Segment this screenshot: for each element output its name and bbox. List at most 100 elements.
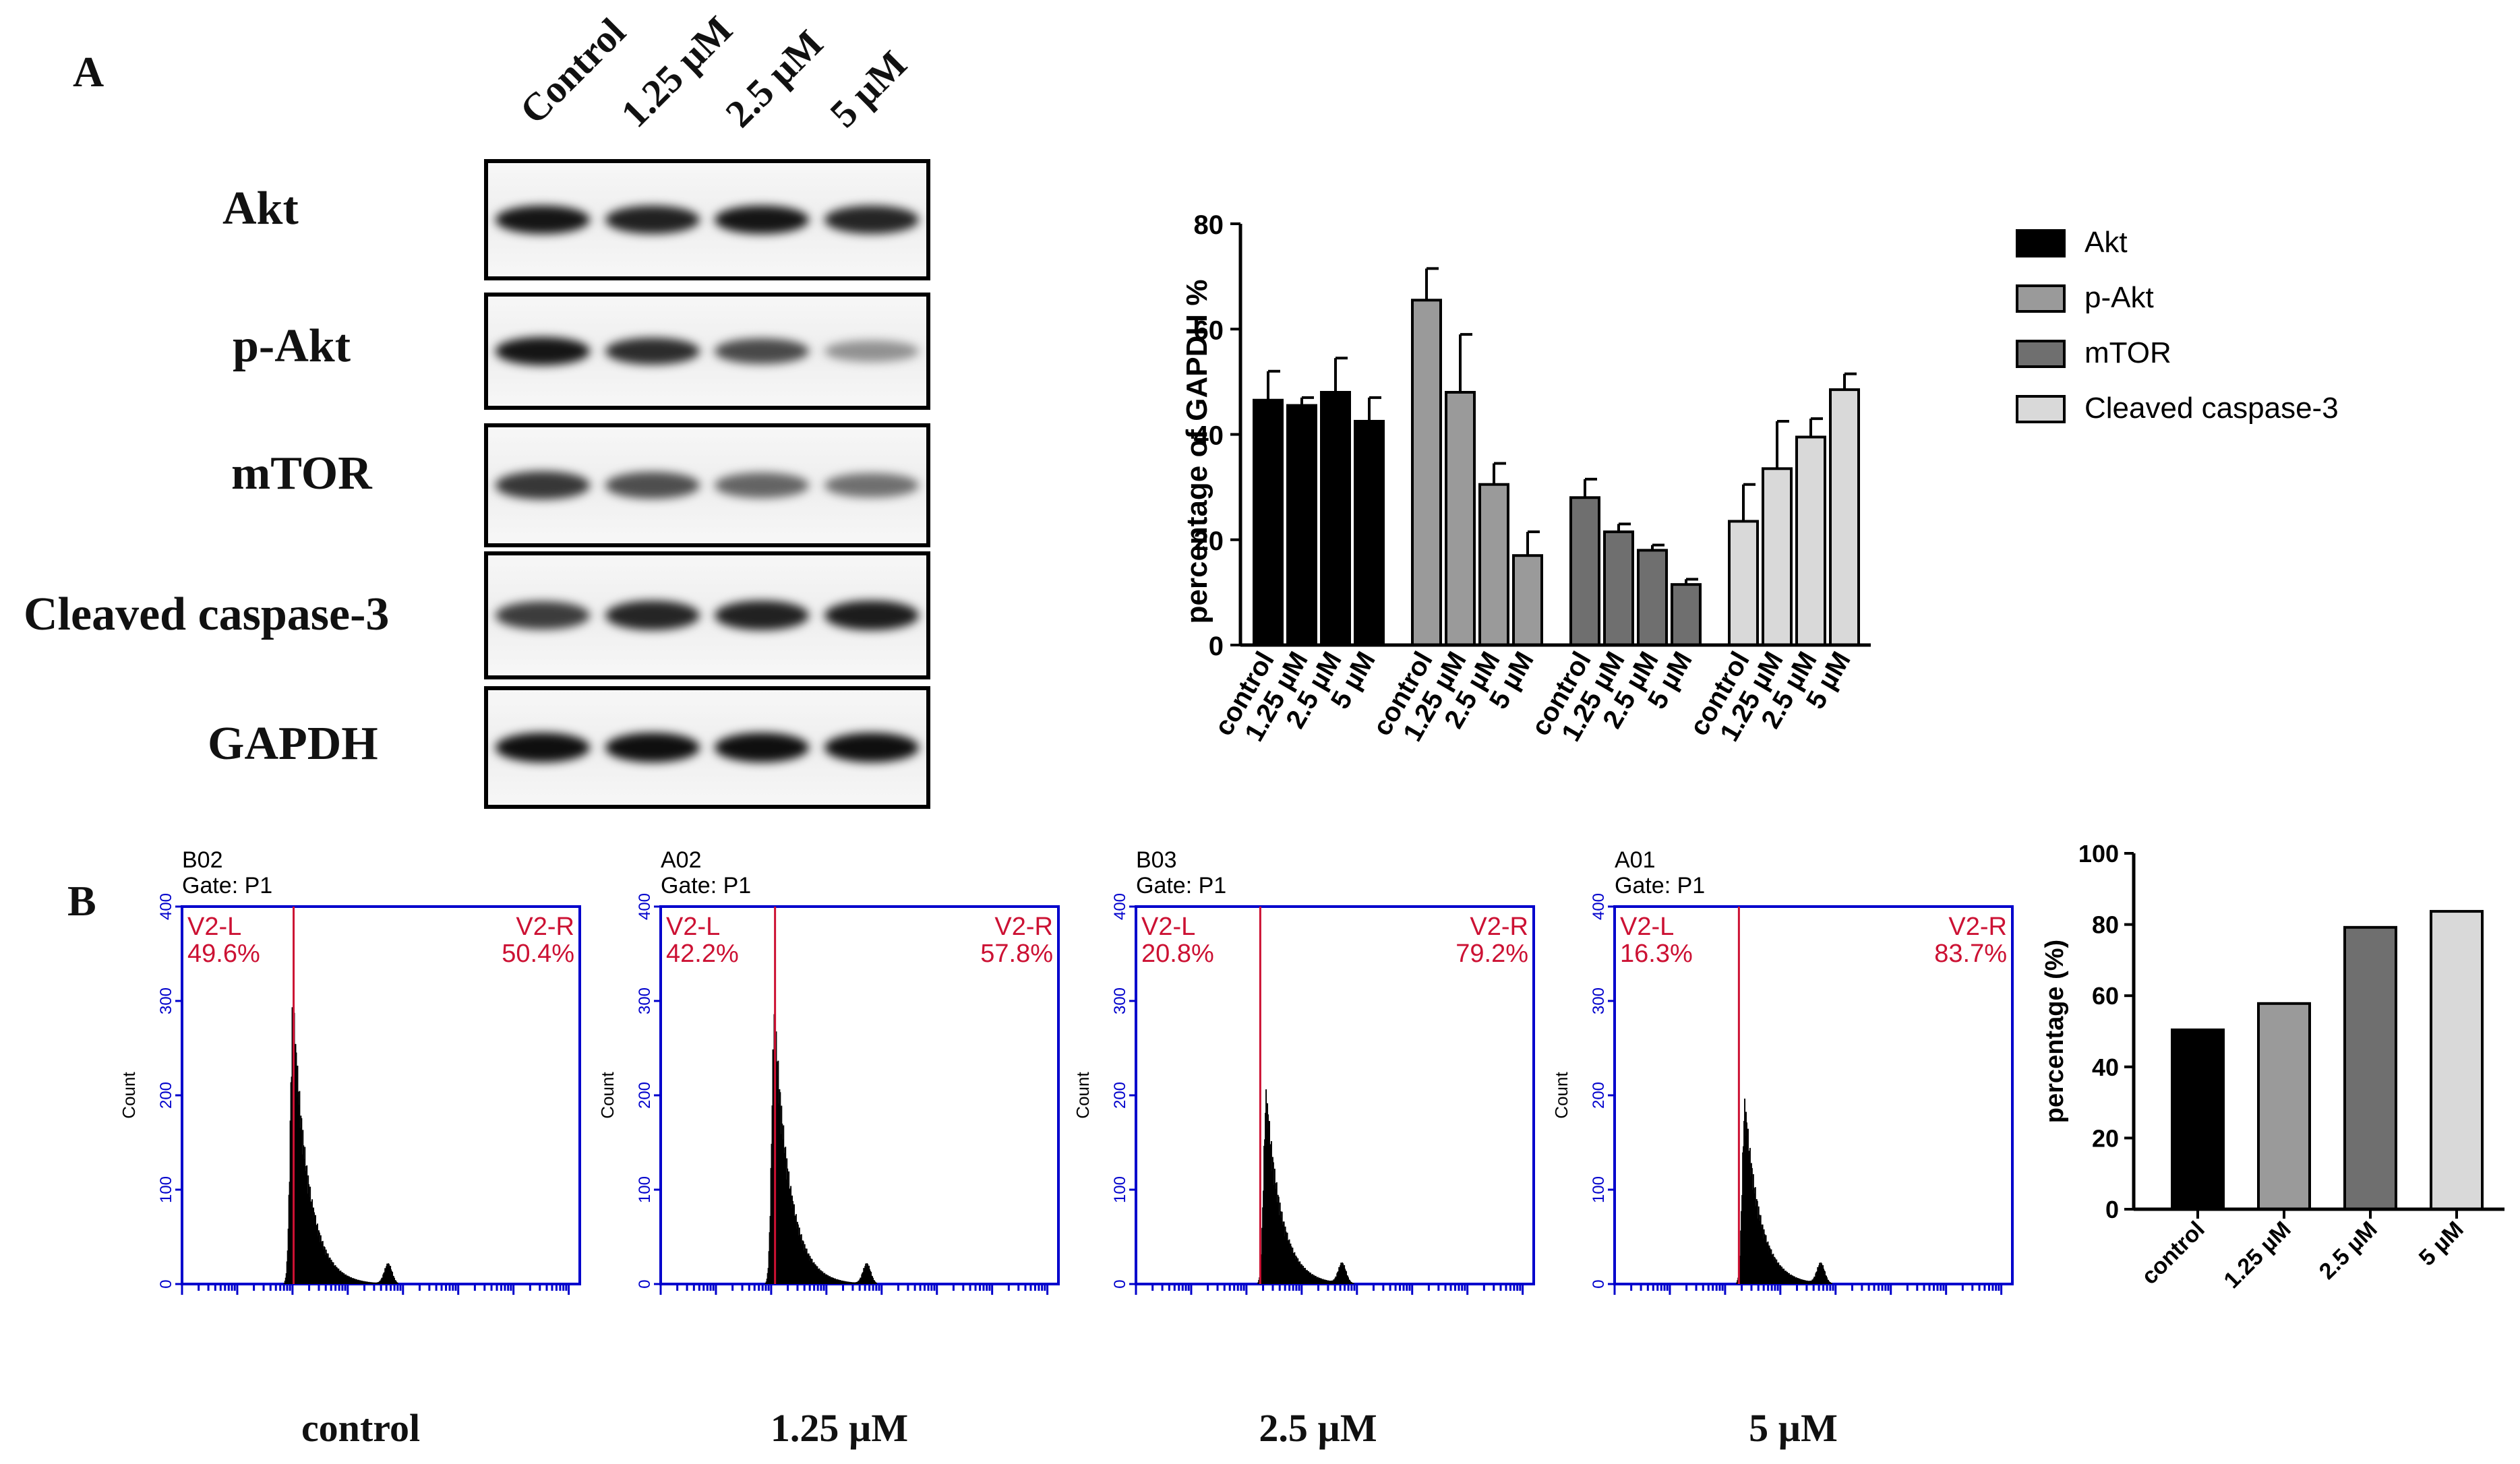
y-tick-label: 0 xyxy=(1209,632,1224,661)
bar xyxy=(1795,435,1826,646)
right-gate-label: V2-R xyxy=(1470,913,1528,941)
blot-band xyxy=(605,472,700,499)
lane-label-1-25: 1.25 µM xyxy=(612,7,741,136)
y-tick-label: 200 xyxy=(157,1082,175,1109)
left-gate-label: V2-L xyxy=(187,913,241,941)
blot-band xyxy=(496,471,591,499)
condition-label-2-5: 2.5 µM xyxy=(1259,1406,1377,1450)
blot-label-mtor: mTOR xyxy=(231,448,372,499)
y-tick-label: 0 xyxy=(1590,1279,1608,1288)
y-tick-label: 80 xyxy=(2092,911,2119,939)
y-tick-label: 100 xyxy=(157,1176,175,1203)
chart-b-ylabel: percentage (%) xyxy=(2041,940,2069,1123)
blot-band xyxy=(824,206,919,234)
bar xyxy=(1671,583,1702,646)
legend-label: Cleaved caspase-3 xyxy=(2084,392,2339,425)
blot-band xyxy=(715,205,810,235)
legend-swatch xyxy=(2016,284,2066,313)
bar xyxy=(1445,391,1476,646)
x-minor-ticks xyxy=(1613,1284,2003,1295)
blot-band xyxy=(824,472,919,498)
y-axis-label: Count xyxy=(119,1072,139,1119)
bar xyxy=(2430,910,2484,1211)
bar xyxy=(1253,398,1284,646)
blot-gapdh xyxy=(484,686,930,809)
left-gate-percent: 49.6% xyxy=(187,940,260,968)
left-gate-percent: 42.2% xyxy=(666,940,739,968)
panel-letter-a: A xyxy=(73,48,104,96)
gate-label: Gate: P1 xyxy=(661,873,751,898)
bar xyxy=(1569,496,1600,646)
y-tick-label: 400 xyxy=(1590,893,1608,920)
blot-band xyxy=(715,733,810,762)
blot-band xyxy=(824,733,919,762)
bar xyxy=(1512,554,1543,646)
bar xyxy=(1603,530,1634,646)
y-tick-label: 100 xyxy=(636,1176,654,1203)
blot-band xyxy=(715,338,810,364)
blot-p-akt xyxy=(484,293,930,410)
y-tick-label: 300 xyxy=(636,987,654,1014)
chart-a-legend: Akt p-Akt mTOR Cleaved caspase-3 xyxy=(2016,226,2339,425)
left-gate-label: V2-L xyxy=(1620,913,1674,941)
right-gate-percent: 79.2% xyxy=(1456,940,1528,968)
bar xyxy=(1829,388,1860,646)
histogram-bars xyxy=(1257,1089,1354,1284)
chart-a-ylabel: percentage of GAPDH % xyxy=(1180,280,1213,624)
x-tick-label: 1.25 µM xyxy=(2219,1217,2296,1293)
histogram-bin xyxy=(1830,1283,1832,1284)
y-tick-label: 0 xyxy=(1111,1279,1129,1288)
y-tick-label: 300 xyxy=(1111,987,1129,1014)
blot-band xyxy=(605,206,700,234)
blot-band xyxy=(605,733,700,762)
right-gate-label: V2-R xyxy=(1948,913,2007,941)
right-gate-label: V2-R xyxy=(994,913,1053,941)
left-gate-label: V2-L xyxy=(666,913,720,941)
blot-band xyxy=(605,600,700,631)
bar xyxy=(1637,549,1668,646)
bar xyxy=(1354,419,1385,646)
y-tick-label: 80 xyxy=(1194,210,1224,240)
left-gate-label: V2-L xyxy=(1141,913,1195,941)
bar xyxy=(2171,1028,2225,1211)
x-tick-label: 5 µM xyxy=(2414,1217,2469,1271)
bar-chart-percentage: control 1.25 µM 2.5 µM 5 µM 0 20 40 60 80 100 per… xyxy=(2041,840,2504,1293)
x-tick-label: control xyxy=(2136,1217,2209,1289)
blot-band xyxy=(715,600,810,631)
blot-band xyxy=(496,601,591,630)
blot-mtor xyxy=(484,423,930,547)
condition-label-5: 5 µM xyxy=(1749,1406,1838,1450)
y-tick-label: 20 xyxy=(1194,526,1224,556)
condition-label-control: control xyxy=(301,1406,421,1450)
blot-label-akt: Akt xyxy=(222,183,299,235)
sample-id: A01 xyxy=(1615,847,1656,873)
bar xyxy=(1762,467,1793,646)
y-tick-label: 40 xyxy=(1194,421,1224,451)
legend-label: p-Akt xyxy=(2084,281,2154,314)
bar xyxy=(1411,299,1442,646)
sample-id: B03 xyxy=(1136,847,1177,873)
bar xyxy=(2257,1002,2311,1211)
y-tick-label: 100 xyxy=(2078,840,2119,867)
blot-akt xyxy=(484,159,930,280)
blot-band xyxy=(715,472,810,498)
legend-label: mTOR xyxy=(2084,336,2171,369)
bar xyxy=(2343,925,2397,1211)
y-tick-label: 60 xyxy=(2092,982,2119,1010)
y-tick-label: 20 xyxy=(2092,1124,2119,1152)
bar xyxy=(1286,404,1317,646)
y-tick-label: 300 xyxy=(1590,987,1608,1014)
chart-b-plot: control 1.25 µM 2.5 µM 5 µM 0 20 40 60 80 100 xyxy=(2078,840,2504,1293)
left-gate-percent: 20.8% xyxy=(1141,940,1214,968)
x-minor-ticks xyxy=(1135,1284,1524,1295)
histogram-bars xyxy=(1736,1098,1832,1284)
blot-cleaved-caspase-3 xyxy=(484,551,930,679)
legend-swatch xyxy=(2016,395,2066,423)
bar xyxy=(1728,520,1759,646)
y-axis-label: Count xyxy=(1073,1072,1093,1119)
